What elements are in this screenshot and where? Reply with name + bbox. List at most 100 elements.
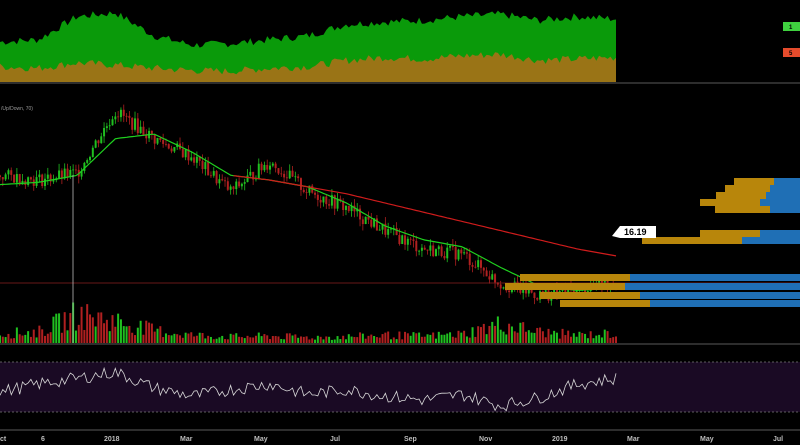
candle-body — [465, 252, 468, 254]
candle-body — [41, 174, 44, 187]
candle-body — [437, 246, 440, 250]
price-tag-value: 16.19 — [624, 227, 647, 237]
volume-bar — [342, 335, 345, 343]
volume-bar — [494, 325, 497, 343]
candle-body — [266, 164, 269, 170]
candle-body — [221, 179, 224, 181]
volume-bar — [60, 332, 63, 343]
volume-bar — [575, 336, 578, 343]
candle-body — [103, 128, 106, 137]
volume-bar — [344, 339, 347, 343]
candle-body — [72, 169, 75, 171]
volume-bar — [429, 334, 432, 343]
candle-body — [429, 245, 432, 251]
axis-label-2: 2018 — [104, 436, 120, 443]
volume-bar — [513, 331, 516, 343]
candle-body — [89, 156, 92, 161]
volume-bar — [328, 336, 331, 343]
volume-bar — [586, 338, 589, 343]
volume-bar — [238, 336, 241, 343]
candle-body — [474, 266, 477, 268]
volume-bar — [114, 326, 117, 343]
candle-body — [105, 126, 108, 129]
candle-body — [496, 282, 499, 285]
vp-blue-bar — [640, 292, 800, 299]
axis-label-3: Mar — [180, 436, 193, 443]
ma-short-line — [0, 133, 617, 291]
volume-bar — [226, 339, 229, 343]
volume-bar — [432, 332, 435, 343]
volume-bar — [496, 316, 499, 343]
volume-profile — [505, 178, 800, 307]
volume-bar — [434, 338, 437, 343]
candle-body — [128, 115, 131, 118]
candle-body — [499, 284, 502, 289]
candle-body — [533, 292, 536, 299]
volume-bar — [179, 335, 182, 343]
volume-bar — [502, 331, 505, 343]
candle-body — [170, 148, 173, 152]
volume-bar — [468, 337, 471, 343]
volume-bar — [387, 331, 390, 343]
volume-bar — [7, 333, 10, 343]
volume-bar — [97, 312, 100, 343]
candle-body — [150, 130, 153, 135]
candle-body — [294, 176, 297, 178]
volume-bar — [299, 336, 302, 343]
volume-bar — [83, 329, 86, 343]
volume-bar — [491, 321, 494, 343]
candle-body — [479, 260, 482, 268]
volume-bar — [167, 335, 170, 343]
volume-bar — [63, 312, 66, 343]
candle-body — [423, 247, 426, 250]
candle-body — [156, 137, 159, 144]
volume-bar — [541, 331, 544, 343]
volume-bar — [257, 332, 260, 343]
volume-bar — [508, 323, 511, 343]
volume-bar — [280, 339, 283, 343]
volume-bar — [103, 323, 106, 343]
candle-body — [7, 170, 10, 175]
volume-bar — [305, 336, 308, 343]
candle-body — [212, 171, 215, 176]
volume-bar — [173, 333, 176, 343]
candle-body — [122, 109, 125, 116]
vp-blue-bar — [766, 192, 800, 199]
candle-body — [164, 143, 167, 145]
volume-bar — [361, 333, 364, 343]
volume-bar — [373, 335, 376, 343]
volume-bar — [378, 337, 381, 343]
volume-bar — [21, 335, 24, 343]
volume-bar — [595, 335, 598, 343]
candle-body — [52, 180, 55, 182]
volume-bar — [471, 327, 474, 343]
candle-body — [415, 240, 418, 252]
candle-body — [271, 163, 274, 166]
volume-bar — [198, 332, 201, 343]
volume-bar — [18, 334, 21, 343]
candle-body — [319, 199, 322, 203]
volume-bar — [291, 335, 294, 343]
candle-body — [468, 253, 471, 266]
candle-body — [471, 265, 474, 267]
candle-body — [381, 223, 384, 230]
candle-body — [536, 298, 539, 300]
volume-bar — [420, 336, 423, 343]
badge-2: 5 — [783, 48, 800, 57]
volume-bar — [142, 334, 145, 343]
volume-bar — [86, 304, 89, 343]
candle-body — [406, 238, 409, 245]
volume-bar — [218, 337, 221, 343]
candle-body — [325, 196, 328, 205]
candle-body — [145, 135, 148, 139]
candle-body — [297, 176, 300, 179]
candle-body — [215, 171, 218, 184]
candle-body — [502, 287, 505, 289]
candle-body — [100, 136, 103, 144]
volume-bar — [176, 334, 179, 343]
badge-1: 1 — [783, 22, 800, 31]
candle-body — [384, 223, 387, 235]
candle-body — [0, 175, 1, 178]
volume-bar — [505, 334, 508, 343]
